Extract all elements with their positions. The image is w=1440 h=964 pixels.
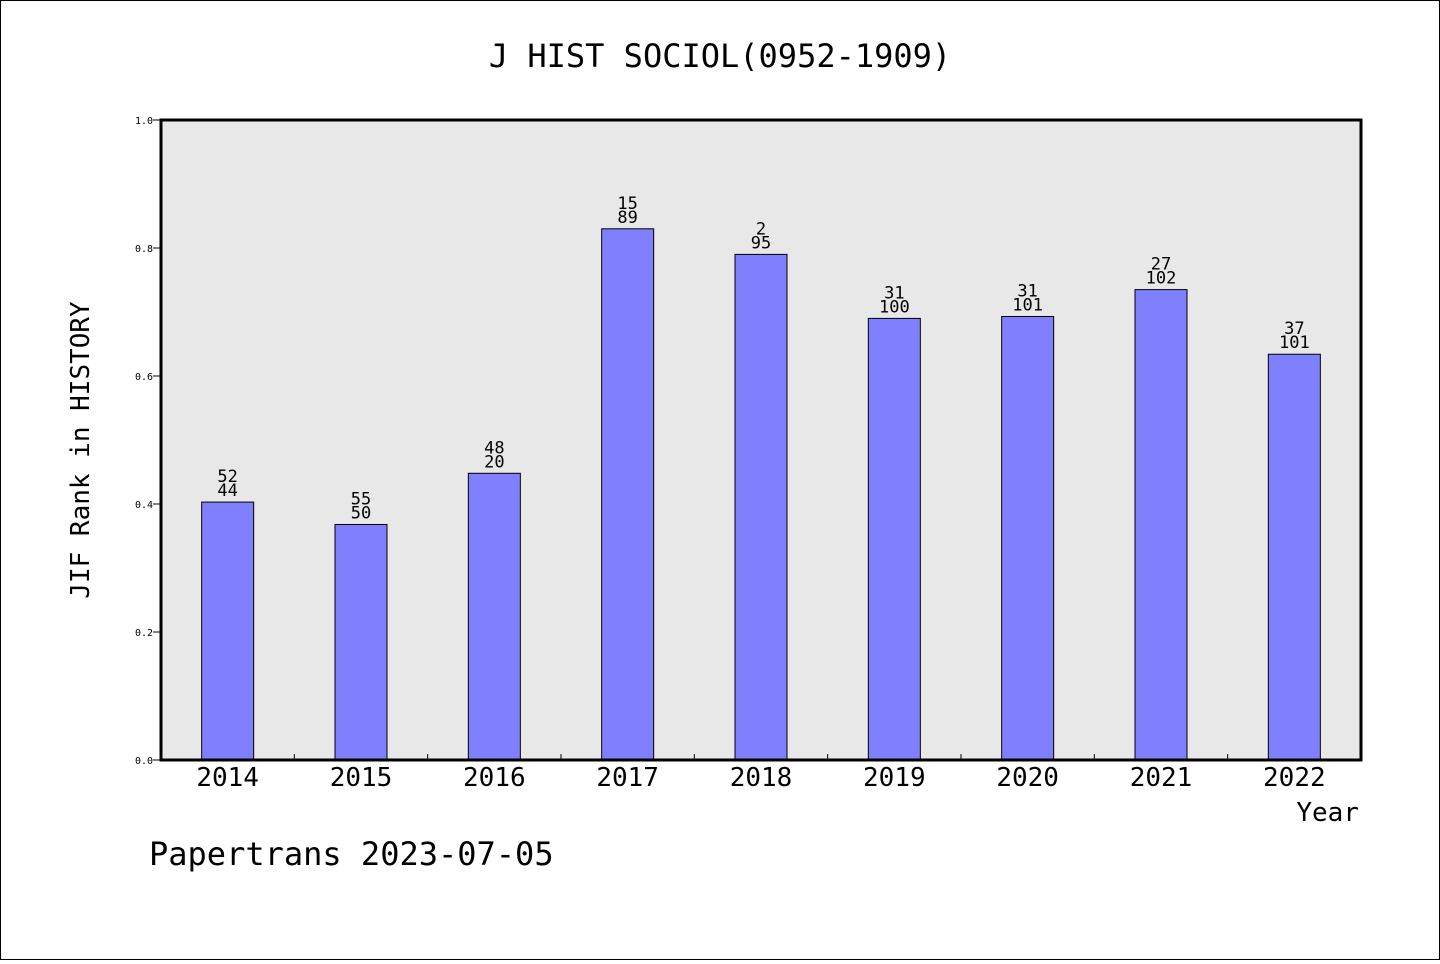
x-tick-label: 2016: [463, 763, 526, 793]
bar-2020: [1001, 315, 1055, 761]
x-tick-label: 2019: [863, 763, 926, 793]
data-label-bottom: 101: [1012, 295, 1043, 315]
bar-2014: [201, 501, 255, 761]
x-tick-label: 2015: [330, 763, 393, 793]
y-tick-label: 0.8: [135, 244, 153, 255]
y-axis-label: JIF Rank in HISTORY: [66, 301, 96, 599]
bar-2017: [601, 228, 655, 761]
data-label-bottom: 100: [879, 297, 910, 317]
data-label-top: 37: [1284, 319, 1304, 339]
y-tick-label: 1.0: [135, 116, 153, 127]
bar-2021: [1134, 289, 1188, 761]
data-label-top: 2: [756, 219, 766, 239]
y-tick-label: 0.0: [135, 756, 153, 767]
y-tick-label: 0.6: [135, 372, 153, 383]
bar-2019: [867, 317, 921, 761]
footer-text: Papertrans 2023-07-05: [149, 835, 554, 873]
plot-border: [159, 118, 1363, 762]
data-label-top: 31: [884, 283, 904, 303]
data-label-bottom: 101: [1279, 333, 1310, 353]
data-label-top: 48: [484, 438, 504, 458]
x-axis-label: Year: [1296, 798, 1359, 828]
bar-2022: [1267, 353, 1321, 761]
data-label-top: 31: [1017, 281, 1037, 301]
x-tick-label: 2014: [196, 763, 259, 793]
data-label-bottom: 20: [484, 452, 504, 472]
y-tick-label: 0.4: [135, 500, 153, 511]
x-tick-label: 2020: [996, 763, 1059, 793]
bar-2015: [334, 523, 388, 761]
data-label-bottom: 44: [217, 481, 237, 501]
bar-2016: [467, 472, 521, 761]
x-axis-ticks: 2014 2015 2016 2017 2018 2019 2020 2021 2022: [196, 754, 1326, 793]
bars: [201, 228, 1321, 761]
x-tick-label: 2017: [596, 763, 659, 793]
data-label-bottom: 102: [1146, 269, 1177, 289]
data-label-top: 15: [617, 194, 637, 214]
y-tick-label: 0.2: [135, 628, 153, 639]
data-label-top: 27: [1151, 255, 1171, 275]
data-label-top: 52: [217, 467, 237, 487]
x-tick-label: 2021: [1130, 763, 1193, 793]
chart-title: J HIST SOCIOL(0952-1909): [489, 37, 951, 75]
x-tick-label: 2022: [1263, 763, 1326, 793]
data-label-bottom: 50: [351, 503, 371, 523]
data-label-bottom: 95: [751, 233, 771, 253]
y-axis-ticks: 0.0 0.2 0.4 0.6 0.8 1.0: [135, 116, 161, 767]
x-tick-label: 2018: [730, 763, 793, 793]
data-label-bottom: 89: [617, 208, 637, 228]
data-label-top: 55: [351, 489, 371, 509]
bar-2018: [734, 253, 788, 761]
